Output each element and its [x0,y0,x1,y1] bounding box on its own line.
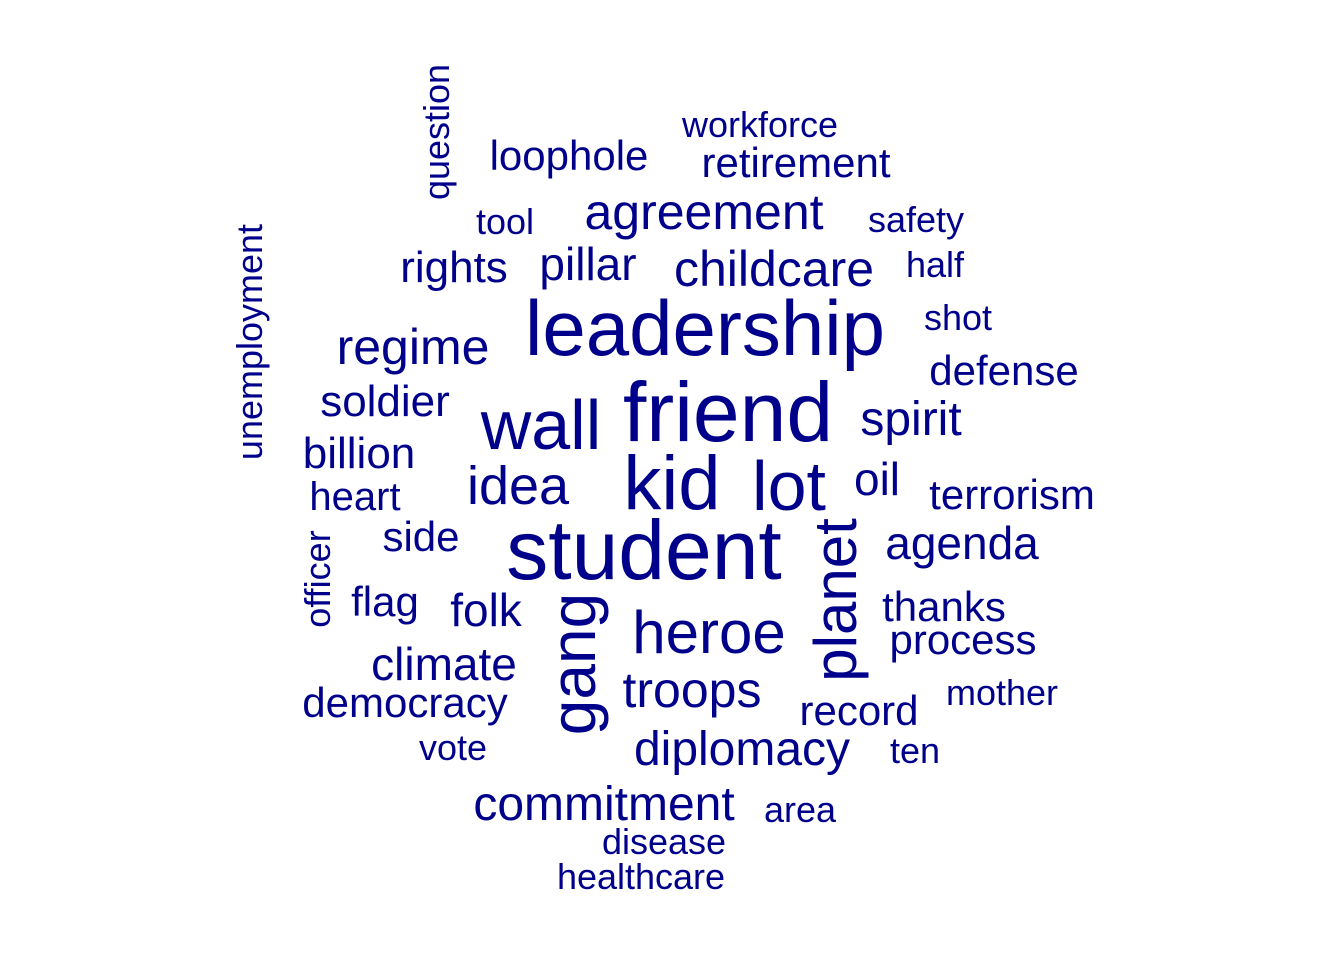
word-side: side [382,513,460,560]
word-area: area [763,789,837,830]
word-heart: heart [309,475,401,519]
word-commitment: commitment [473,778,735,831]
word-flag: flag [351,578,419,625]
word-healthcare: healthcare [556,856,726,897]
word-idea: idea [466,456,570,516]
word-kid: kid [623,441,721,526]
word-wall: wall [480,386,602,464]
word-democracy: democracy [302,679,508,726]
word-climate: climate [371,638,517,690]
word-disease: disease [601,821,727,862]
word-diplomacy: diplomacy [633,723,851,776]
word-defense: defense [929,347,1079,394]
word-terrorism: terrorism [929,471,1095,518]
word-agreement: agreement [584,184,824,240]
word-gang: gang [537,592,609,736]
word-workforce: workforce [681,104,839,145]
word-half: half [905,244,965,285]
word-soldier: soldier [320,377,450,426]
word-question: question [416,63,457,201]
word-process: process [889,616,1037,663]
word-retirement: retirement [701,139,891,186]
word-unemployment: unemployment [229,223,270,461]
word-friend: friend [622,365,834,459]
word-troops: troops [622,662,762,718]
word-tool: tool [475,201,535,242]
word-mother: mother [945,672,1059,713]
word-planet: planet [802,518,869,682]
word-folk: folk [450,584,522,636]
word-thanks: thanks [882,583,1006,630]
word-officer: officer [297,530,338,628]
word-shot: shot [923,297,993,338]
word-pillar: pillar [539,238,637,290]
word-rights: rights [400,243,508,292]
word-childcare: childcare [673,241,875,297]
word-loophole: loophole [489,132,649,179]
word-agenda: agenda [885,517,1039,569]
word-safety: safety [867,199,965,240]
word-ten: ten [889,730,941,771]
word-heroe: heroe [632,599,786,666]
word-spirit: spirit [860,393,962,446]
word-oil: oil [853,453,901,505]
word-record: record [799,687,919,734]
word-regime: regime [336,319,490,375]
word-leadership: leadership [525,284,885,372]
word-vote: vote [418,727,488,768]
word-lot: lot [752,447,826,525]
word-student: student [506,503,782,597]
word-billion: billion [302,429,416,478]
